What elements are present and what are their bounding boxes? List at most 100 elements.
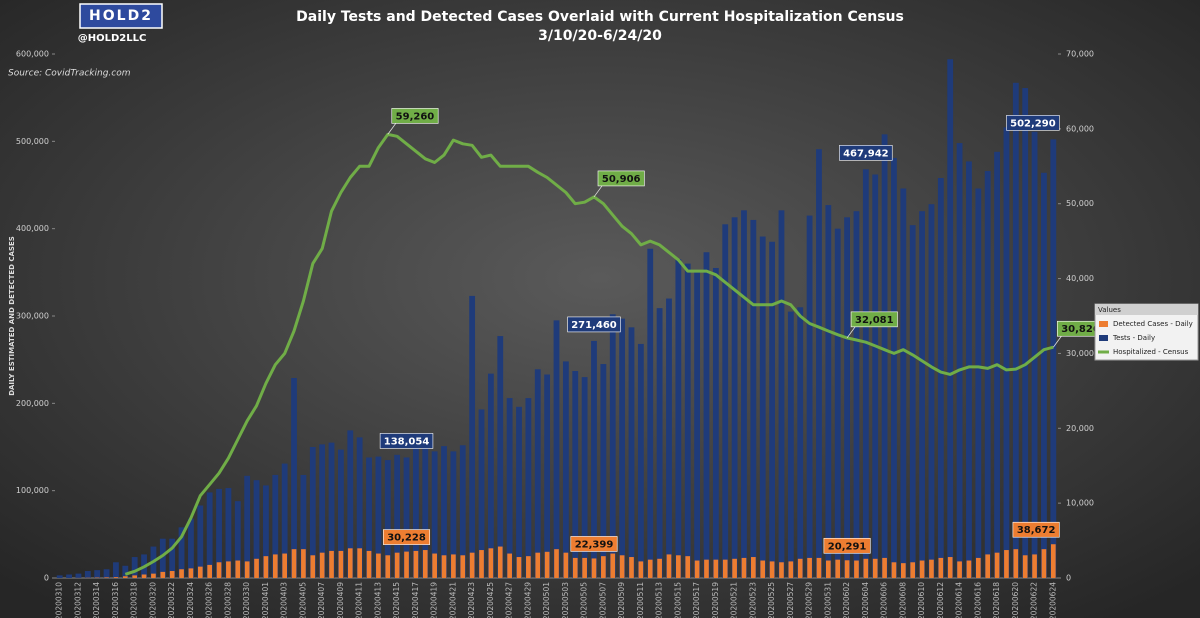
bar [272,474,279,578]
bar [169,571,175,578]
bar [179,569,184,578]
x-tick-label: 20200405 [298,582,307,618]
bar [816,149,822,578]
y2-tick-label: 70,000 [1066,50,1094,59]
x-tick-label: 20200401 [261,582,270,618]
x-tick-label: 20200519 [711,582,720,618]
data-label: 271,460 [571,320,617,331]
bar [404,551,409,578]
bar [207,564,213,578]
bar [731,217,738,578]
x-tick-label: 20200322 [167,582,176,618]
y-axis-title: DAILY ESTIMATED AND DETECTED CASES [8,236,16,396]
bar [947,59,954,579]
bar [1041,549,1047,578]
bar [263,556,269,578]
bar [469,552,475,578]
data-label: 22,399 [575,539,614,550]
bar [601,556,606,578]
bar [554,549,559,578]
bar [254,558,259,578]
bar [394,552,400,578]
x-tick-label: 20200618 [992,582,1001,618]
bar [807,557,812,578]
bar [722,224,729,579]
bar [357,548,362,578]
data-label: 20,291 [828,541,867,552]
bar [732,558,737,578]
bar [835,559,841,578]
y-tick-label: 300,000 [16,312,49,321]
bar [562,361,569,578]
x-tick-label: 20200606 [880,582,889,618]
bar [928,204,935,579]
bar [459,445,466,578]
bar [169,538,176,578]
y-tick-label: 200,000 [16,399,49,408]
bar [412,435,419,578]
bar [188,518,194,578]
bar [787,311,794,578]
data-label: 138,054 [384,436,430,447]
bar [778,210,785,578]
x-tick-label: 20200616 [973,582,982,618]
bar [450,451,457,578]
bar [310,555,316,578]
bar [816,557,822,578]
bar [1003,127,1010,579]
label-box [567,316,621,333]
x-tick-label: 20200531 [823,582,832,618]
legend-label: Detected Cases - Daily [1113,320,1193,328]
bar [469,295,476,578]
bar [216,488,222,578]
bar [347,430,354,578]
bar [891,562,897,578]
bar [619,318,626,578]
x-tick-label: 20200409 [336,582,345,618]
bar [600,364,607,578]
x-tick-label: 20200415 [392,582,401,618]
bar [1041,172,1047,579]
bar [525,398,532,578]
y-tick-label: 0 [44,574,49,583]
x-tick-label: 20200326 [205,582,214,618]
leader [1052,336,1062,348]
x-tick-label: 20200523 [748,582,757,618]
bar [1004,550,1009,578]
bar [909,225,916,578]
x-tick-label: 20200403 [280,582,289,618]
bar [281,463,288,578]
bar [234,501,241,578]
bar [487,373,494,578]
bar [301,549,306,578]
x-tick-label: 20200423 [467,582,476,618]
bar [506,398,513,578]
leader [846,326,856,339]
x-tick-label: 20200517 [692,582,701,618]
bar [319,444,326,578]
bar [263,485,269,578]
bar [825,205,832,578]
bar [675,259,682,578]
bar [132,575,138,578]
x-tick-label: 20200310 [55,582,64,618]
bar [900,563,906,578]
bar [103,569,110,578]
legend-label: Tests - Daily [1112,334,1155,342]
bar [75,573,82,578]
bar [441,555,447,578]
bar [854,560,859,578]
bar [872,558,878,578]
bar [478,409,485,578]
bar [384,460,391,578]
bar [985,554,991,578]
bar [131,557,138,578]
bar [834,228,841,578]
bar [638,561,644,578]
bar [535,552,541,578]
bar [84,571,91,578]
bar [225,488,232,578]
bar [637,343,644,578]
bar [1050,139,1057,578]
